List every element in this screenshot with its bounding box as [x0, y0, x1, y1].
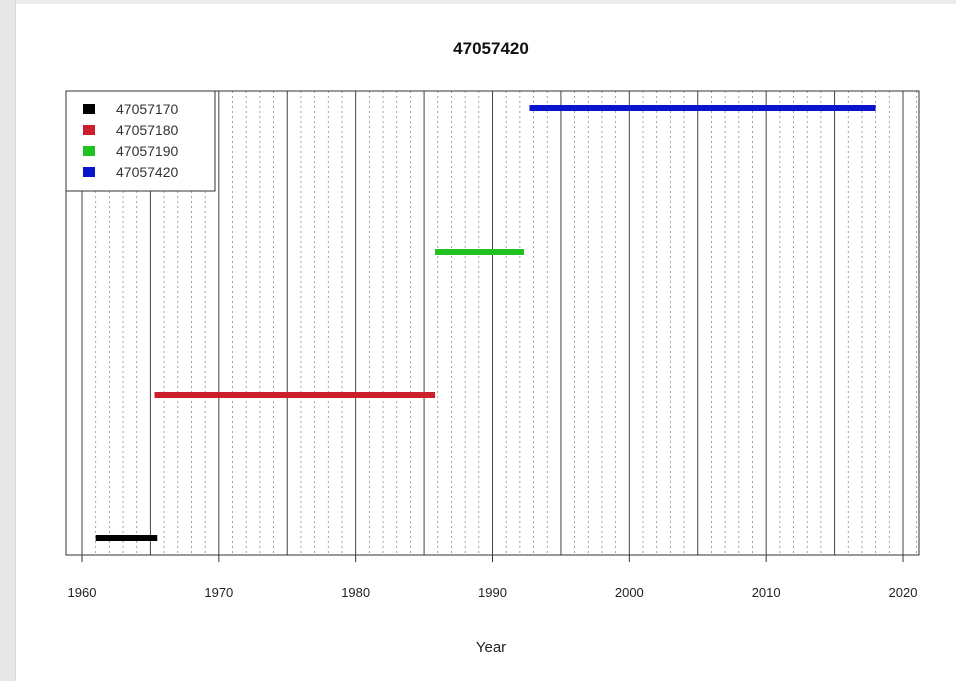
- x-axis-ticks: 1960 1970 1980 1990 2000 2010 2020: [68, 555, 918, 600]
- window-left-strip: [0, 0, 16, 681]
- x-tick-label: 2000: [615, 585, 644, 600]
- x-tick-label: 1990: [478, 585, 507, 600]
- x-tick-label: 2020: [889, 585, 918, 600]
- x-tick-label: 1970: [204, 585, 233, 600]
- chart-title: 47057420: [453, 39, 529, 58]
- legend-swatch-47057420: [83, 167, 95, 177]
- legend-label-47057190: 47057190: [116, 143, 179, 159]
- legend-swatch-47057180: [83, 125, 95, 135]
- window-top-strip: [0, 0, 956, 4]
- grid-lines: [81, 91, 918, 555]
- x-axis-label: Year: [476, 639, 506, 656]
- legend: 47057170 47057180 47057190 47057420: [65, 90, 216, 192]
- legend-label-47057420: 47057420: [116, 164, 179, 180]
- x-tick-label: 1980: [341, 585, 370, 600]
- legend-swatch-47057190: [83, 146, 95, 156]
- series-segments: [95, 105, 876, 541]
- legend-swatch-47057170: [83, 104, 95, 114]
- legend-label-47057180: 47057180: [116, 122, 179, 138]
- legend-label-47057170: 47057170: [116, 101, 179, 117]
- x-tick-label: 1960: [68, 585, 97, 600]
- x-tick-label: 2010: [752, 585, 781, 600]
